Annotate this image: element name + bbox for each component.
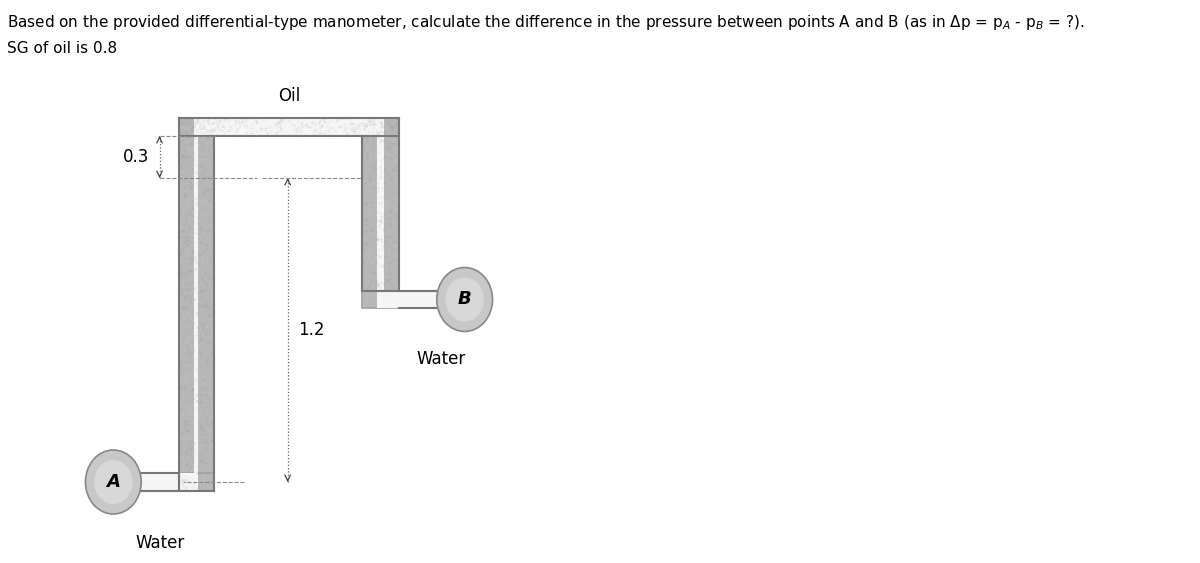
Polygon shape bbox=[194, 136, 198, 491]
Polygon shape bbox=[378, 118, 384, 291]
Text: Oil: Oil bbox=[278, 87, 300, 105]
Circle shape bbox=[445, 278, 484, 321]
Polygon shape bbox=[194, 118, 384, 136]
Text: A: A bbox=[107, 473, 120, 491]
Text: 0.3: 0.3 bbox=[122, 148, 149, 166]
Polygon shape bbox=[194, 118, 384, 136]
Polygon shape bbox=[139, 473, 198, 491]
Polygon shape bbox=[179, 118, 400, 136]
Polygon shape bbox=[378, 118, 384, 291]
Text: B: B bbox=[457, 291, 472, 309]
Circle shape bbox=[437, 267, 492, 332]
Polygon shape bbox=[378, 291, 440, 308]
Circle shape bbox=[85, 450, 142, 514]
Polygon shape bbox=[139, 473, 214, 491]
Circle shape bbox=[94, 460, 132, 504]
Polygon shape bbox=[361, 291, 440, 308]
Text: SG of oil is 0.8: SG of oil is 0.8 bbox=[7, 41, 118, 56]
Polygon shape bbox=[194, 118, 198, 491]
Polygon shape bbox=[179, 118, 214, 491]
Text: 1.2: 1.2 bbox=[298, 321, 325, 339]
Text: Water: Water bbox=[416, 350, 466, 368]
Polygon shape bbox=[361, 118, 400, 291]
Text: Water: Water bbox=[136, 534, 185, 552]
Text: Based on the provided differential-type manometer, calculate the difference in t: Based on the provided differential-type … bbox=[7, 13, 1085, 32]
